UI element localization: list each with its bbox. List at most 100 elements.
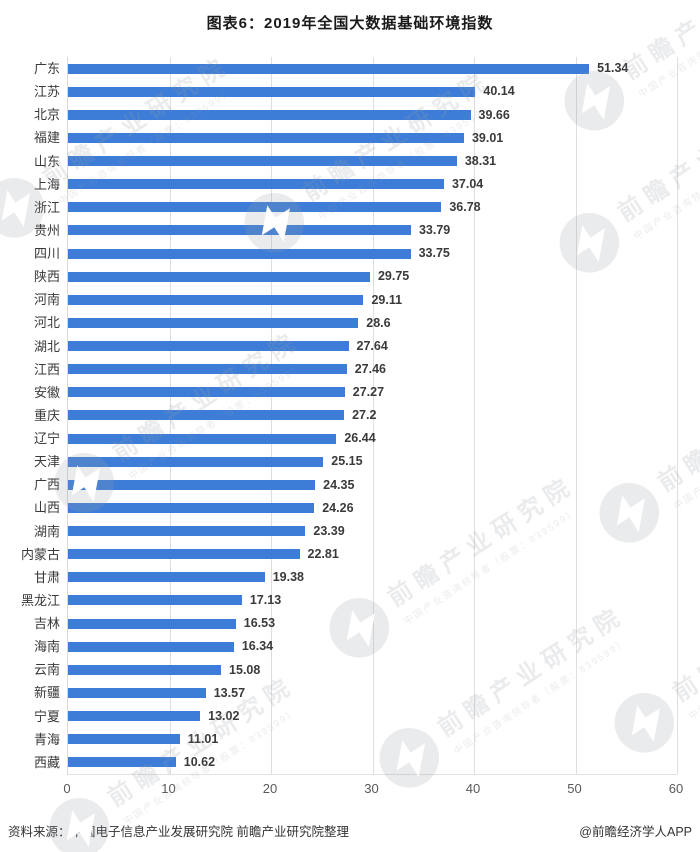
bar-row: 39.66 (68, 103, 677, 126)
bar (68, 202, 442, 213)
x-tick-label: 60 (668, 781, 684, 796)
x-axis-ticks: 0 10 20 30 40 50 60 (63, 781, 683, 798)
bar (68, 271, 370, 282)
gridline (474, 57, 475, 774)
bar (68, 595, 242, 606)
value-label: 24.35 (323, 477, 355, 492)
value-label: 23.39 (313, 523, 345, 538)
bar-row: 36.78 (68, 196, 677, 219)
bar-row: 40.14 (68, 80, 677, 103)
source-note: 资料来源：中国电子信息产业发展研究院 前瞻产业研究院整理 (8, 825, 349, 839)
credit-note: @前瞻经济学人APP (579, 825, 692, 839)
value-label: 13.02 (208, 708, 240, 723)
x-tick-label: 40 (465, 781, 481, 796)
category-label: 黑龙江 (20, 592, 60, 608)
bar (68, 410, 345, 421)
value-label: 17.13 (249, 593, 282, 608)
value-label: 36.78 (449, 200, 481, 215)
value-label: 16.53 (243, 616, 276, 631)
bar (68, 86, 476, 97)
category-label: 吉林 (33, 616, 60, 632)
x-tick-label: 10 (161, 781, 176, 796)
bar (68, 687, 206, 698)
bar-row: 19.38 (68, 566, 677, 589)
value-label: 51.34 (597, 61, 629, 76)
watermark-sub-text: 中国产业咨询领导者（股票：839599） (686, 601, 700, 723)
y-axis-category-labels: 广东 江苏 北京 福建 山东 上海 浙江 贵州 四川 陕西 河南 河北 湖北 江西 安徽 重庆 辽宁 天津 广西 山西… (0, 57, 60, 774)
value-label: 24.26 (322, 500, 354, 515)
bar-rows: 51.34 40.14 39.66 39.01 38.31 37.04 36.78 33.79… (68, 57, 677, 774)
bar-row: 27.46 (68, 358, 677, 381)
bar (68, 156, 457, 167)
category-label: 辽宁 (33, 431, 60, 447)
value-label: 27.46 (354, 361, 386, 376)
bar-row: 16.34 (68, 635, 677, 658)
bar-row: 26.44 (68, 427, 677, 450)
category-label: 重庆 (33, 407, 60, 423)
bar-row: 37.04 (68, 173, 677, 196)
bar-row: 10.62 (68, 751, 677, 774)
bar (68, 387, 345, 398)
category-label: 云南 (33, 662, 60, 678)
bar (68, 572, 265, 583)
value-label: 29.11 (371, 292, 403, 307)
bar-row: 24.26 (68, 496, 677, 519)
category-label: 西藏 (33, 754, 60, 770)
bar (68, 618, 236, 629)
value-label: 11.01 (187, 731, 219, 746)
value-label: 29.75 (377, 269, 410, 284)
category-label: 宁夏 (33, 708, 60, 724)
bar (68, 179, 444, 190)
category-label: 山东 (33, 153, 60, 169)
bar-row: 25.15 (68, 450, 677, 473)
value-label: 26.44 (344, 431, 376, 446)
bar (68, 225, 411, 236)
category-label: 天津 (33, 454, 60, 470)
category-label: 湖北 (33, 338, 60, 354)
bar-row: 33.75 (68, 242, 677, 265)
gridline (677, 57, 678, 774)
bar (68, 317, 359, 328)
x-tick-label: 20 (262, 781, 278, 796)
value-label: 37.04 (451, 176, 484, 191)
value-label: 27.2 (352, 408, 377, 423)
gridline (575, 57, 577, 774)
bar (68, 734, 180, 745)
x-tick-label: 0 (63, 781, 71, 796)
category-label: 贵州 (33, 222, 60, 238)
category-label: 北京 (33, 107, 60, 123)
value-label: 33.79 (418, 223, 451, 238)
bar-row: 38.31 (68, 150, 677, 173)
bar (68, 641, 234, 652)
plot-area: 51.34 40.14 39.66 39.01 38.31 37.04 36.78 33.79… (67, 57, 678, 775)
value-label: 40.14 (483, 84, 515, 99)
bar-row: 51.34 (68, 57, 677, 80)
bar (68, 341, 349, 352)
bar-row: 27.2 (68, 404, 677, 427)
bar (68, 664, 222, 675)
bar-row: 27.64 (68, 335, 677, 358)
bar-row: 13.02 (68, 705, 677, 728)
category-label: 安徽 (33, 384, 60, 400)
category-label: 新疆 (33, 685, 60, 701)
bar (68, 433, 337, 444)
value-label: 22.81 (307, 546, 339, 561)
bar-row: 27.27 (68, 381, 677, 404)
value-label: 15.08 (229, 662, 261, 677)
category-label: 浙江 (33, 199, 60, 215)
bar (68, 456, 324, 467)
category-label: 江西 (33, 361, 60, 377)
category-label: 甘肃 (33, 569, 60, 585)
bar-row: 28.6 (68, 311, 677, 334)
chart-title: 图表6：2019年全国大数据基础环境指数 (206, 15, 494, 32)
bar (68, 479, 316, 490)
value-label: 10.62 (183, 755, 216, 770)
bar-row: 29.11 (68, 288, 677, 311)
category-label: 广西 (33, 477, 60, 493)
bar-row: 24.35 (68, 473, 677, 496)
category-label: 广东 (33, 61, 60, 77)
value-label: 13.57 (213, 685, 246, 700)
value-label: 28.6 (366, 315, 391, 330)
gridline (372, 57, 374, 774)
